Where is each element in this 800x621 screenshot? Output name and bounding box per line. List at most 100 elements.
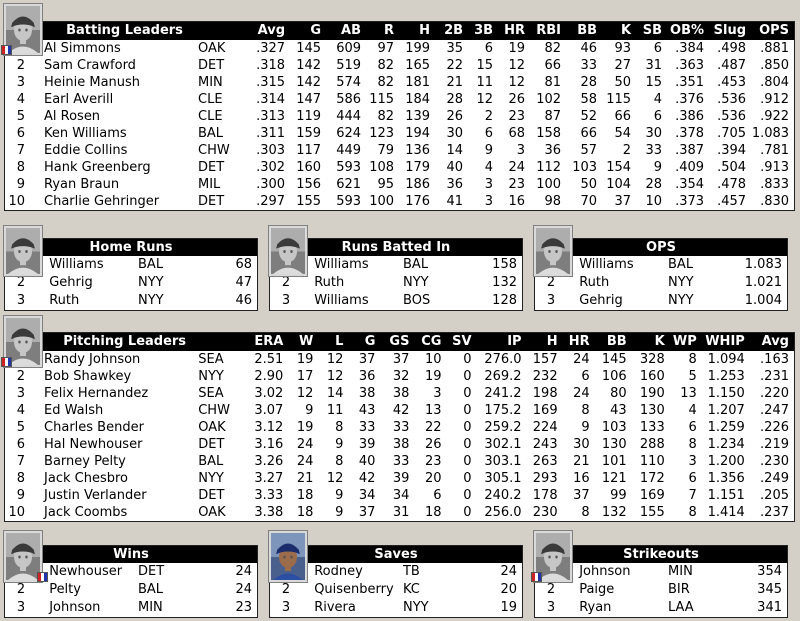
player-name[interactable]: Barney Pelty [44, 454, 126, 469]
player-name[interactable]: Paige [579, 582, 615, 597]
column-header-w[interactable]: W [299, 334, 314, 349]
player-name[interactable]: Quisenberry [314, 582, 394, 597]
column-header-k[interactable]: K [654, 334, 665, 349]
team-abbr[interactable]: NYY [668, 293, 694, 308]
player-name[interactable]: Gehrig [49, 275, 93, 290]
player-name[interactable]: Johnson [49, 600, 101, 615]
column-header-g[interactable]: G [310, 23, 322, 38]
team-abbr[interactable]: DET [198, 160, 225, 175]
column-header-h[interactable]: H [419, 23, 431, 38]
column-header-bb[interactable]: BB [606, 334, 627, 349]
batting-leader-photo[interactable] [3, 3, 43, 56]
column-header-wp[interactable]: WP [672, 334, 697, 349]
player-name[interactable]: Jack Coombs [44, 505, 128, 520]
player-name[interactable]: Pelty [49, 582, 81, 597]
column-header-gs[interactable]: GS [389, 334, 410, 349]
player-name[interactable]: Justin Verlander [44, 488, 147, 503]
team-abbr[interactable]: MIN [137, 600, 163, 615]
team-abbr[interactable]: TB [402, 564, 420, 579]
ops-leader-photo[interactable] [533, 225, 573, 277]
column-header-cg[interactable]: CG [421, 334, 442, 349]
player-name[interactable]: Ruth [314, 275, 345, 290]
team-abbr[interactable]: MIL [198, 177, 221, 192]
team-abbr[interactable]: SEA [198, 352, 224, 367]
team-abbr[interactable]: BAL [198, 454, 224, 469]
player-name[interactable]: Jack Chesbro [44, 471, 128, 486]
player-name[interactable]: Ken Williams [44, 126, 127, 141]
team-abbr[interactable]: NYY [198, 369, 224, 384]
player-name[interactable]: Eddie Collins [44, 143, 128, 158]
column-header-g[interactable]: G [364, 334, 376, 349]
team-abbr[interactable]: KC [402, 582, 420, 597]
column-header-ab[interactable]: AB [341, 23, 362, 38]
team-abbr[interactable]: NYY [403, 275, 429, 290]
player-name[interactable]: Al Rosen [44, 109, 101, 124]
column-header-rbi[interactable]: RBI [536, 23, 562, 38]
player-name[interactable]: Bob Shawkey [44, 369, 132, 384]
team-abbr[interactable]: NYY [198, 471, 224, 486]
rbi-leader-photo[interactable] [268, 225, 308, 277]
column-header-r[interactable]: R [384, 23, 395, 38]
team-abbr[interactable]: OAK [198, 41, 226, 56]
team-abbr[interactable]: CHW [198, 403, 230, 418]
player-name[interactable]: Rodney [314, 564, 363, 579]
column-header-ops[interactable]: OPS [759, 23, 790, 38]
player-name[interactable]: Earl Averill [44, 92, 114, 107]
team-abbr[interactable]: OAK [198, 420, 226, 435]
team-abbr[interactable]: LAA [668, 600, 694, 615]
column-header-obpct[interactable]: OB% [670, 23, 705, 38]
column-header-era[interactable]: ERA [254, 334, 284, 349]
saves-leader-photo[interactable] [268, 530, 308, 583]
column-header-avg[interactable]: Avg [761, 334, 789, 349]
column-header-sv[interactable]: SV [452, 334, 472, 349]
player-name[interactable]: Ryan Braun [44, 177, 120, 192]
column-header-whip[interactable]: WHIP [705, 334, 745, 349]
team-abbr[interactable]: MIN [668, 564, 693, 579]
team-abbr[interactable]: DET [198, 437, 225, 452]
player-name[interactable]: Ruth [49, 293, 80, 308]
column-header-sb[interactable]: SB [642, 23, 663, 38]
team-abbr[interactable]: BOS [403, 293, 431, 308]
team-abbr[interactable]: CLE [198, 92, 223, 107]
team-abbr[interactable]: NYY [402, 600, 429, 615]
player-name[interactable]: Ruth [579, 275, 610, 290]
column-header-avg[interactable]: Avg [257, 23, 286, 38]
column-header-2b[interactable]: 2B [444, 23, 464, 38]
player-name[interactable]: Charles Bender [44, 420, 144, 435]
column-header-l[interactable]: L [335, 334, 344, 349]
player-name[interactable]: Williams [579, 257, 634, 272]
player-name[interactable]: Williams [314, 257, 369, 272]
team-abbr[interactable]: BIR [668, 582, 690, 597]
column-header-hr[interactable]: HR [504, 23, 526, 38]
team-abbr[interactable]: BAL [668, 257, 694, 272]
team-abbr[interactable]: BAL [138, 257, 164, 272]
team-abbr[interactable]: BAL [198, 126, 224, 141]
player-name[interactable]: Newhouser [49, 564, 123, 579]
player-name[interactable]: Gehrig [579, 293, 623, 308]
player-name[interactable]: Williams [314, 293, 369, 308]
team-abbr[interactable]: NYY [138, 293, 164, 308]
player-name[interactable]: Felix Hernandez [44, 386, 149, 401]
column-header-3b[interactable]: 3B [474, 23, 494, 38]
team-abbr[interactable]: DET [198, 488, 225, 503]
team-abbr[interactable]: NYY [138, 275, 164, 290]
column-header-bb[interactable]: BB [577, 23, 598, 38]
player-name[interactable]: Al Simmons [44, 41, 121, 56]
player-name[interactable]: Heinie Manush [44, 75, 141, 90]
player-name[interactable]: Johnson [579, 564, 631, 579]
player-name[interactable]: Ed Walsh [44, 403, 104, 418]
player-name[interactable]: Sam Crawford [44, 58, 136, 73]
team-abbr[interactable]: DET [198, 58, 225, 73]
player-name[interactable]: Hal Newhouser [44, 437, 143, 452]
column-header-slug[interactable]: Slug [713, 23, 747, 38]
player-name[interactable]: Rivera [314, 600, 356, 615]
team-abbr[interactable]: MIN [198, 75, 223, 90]
home-runs-leader-photo[interactable] [3, 225, 43, 277]
player-name[interactable]: Hank Greenberg [44, 160, 151, 175]
team-abbr[interactable]: SEA [198, 386, 224, 401]
player-name[interactable]: Ryan [579, 600, 612, 615]
team-abbr[interactable]: DET [198, 194, 225, 209]
team-abbr[interactable]: BAL [137, 582, 164, 597]
team-abbr[interactable]: CLE [198, 109, 223, 124]
column-header-hr[interactable]: HR [568, 334, 590, 349]
